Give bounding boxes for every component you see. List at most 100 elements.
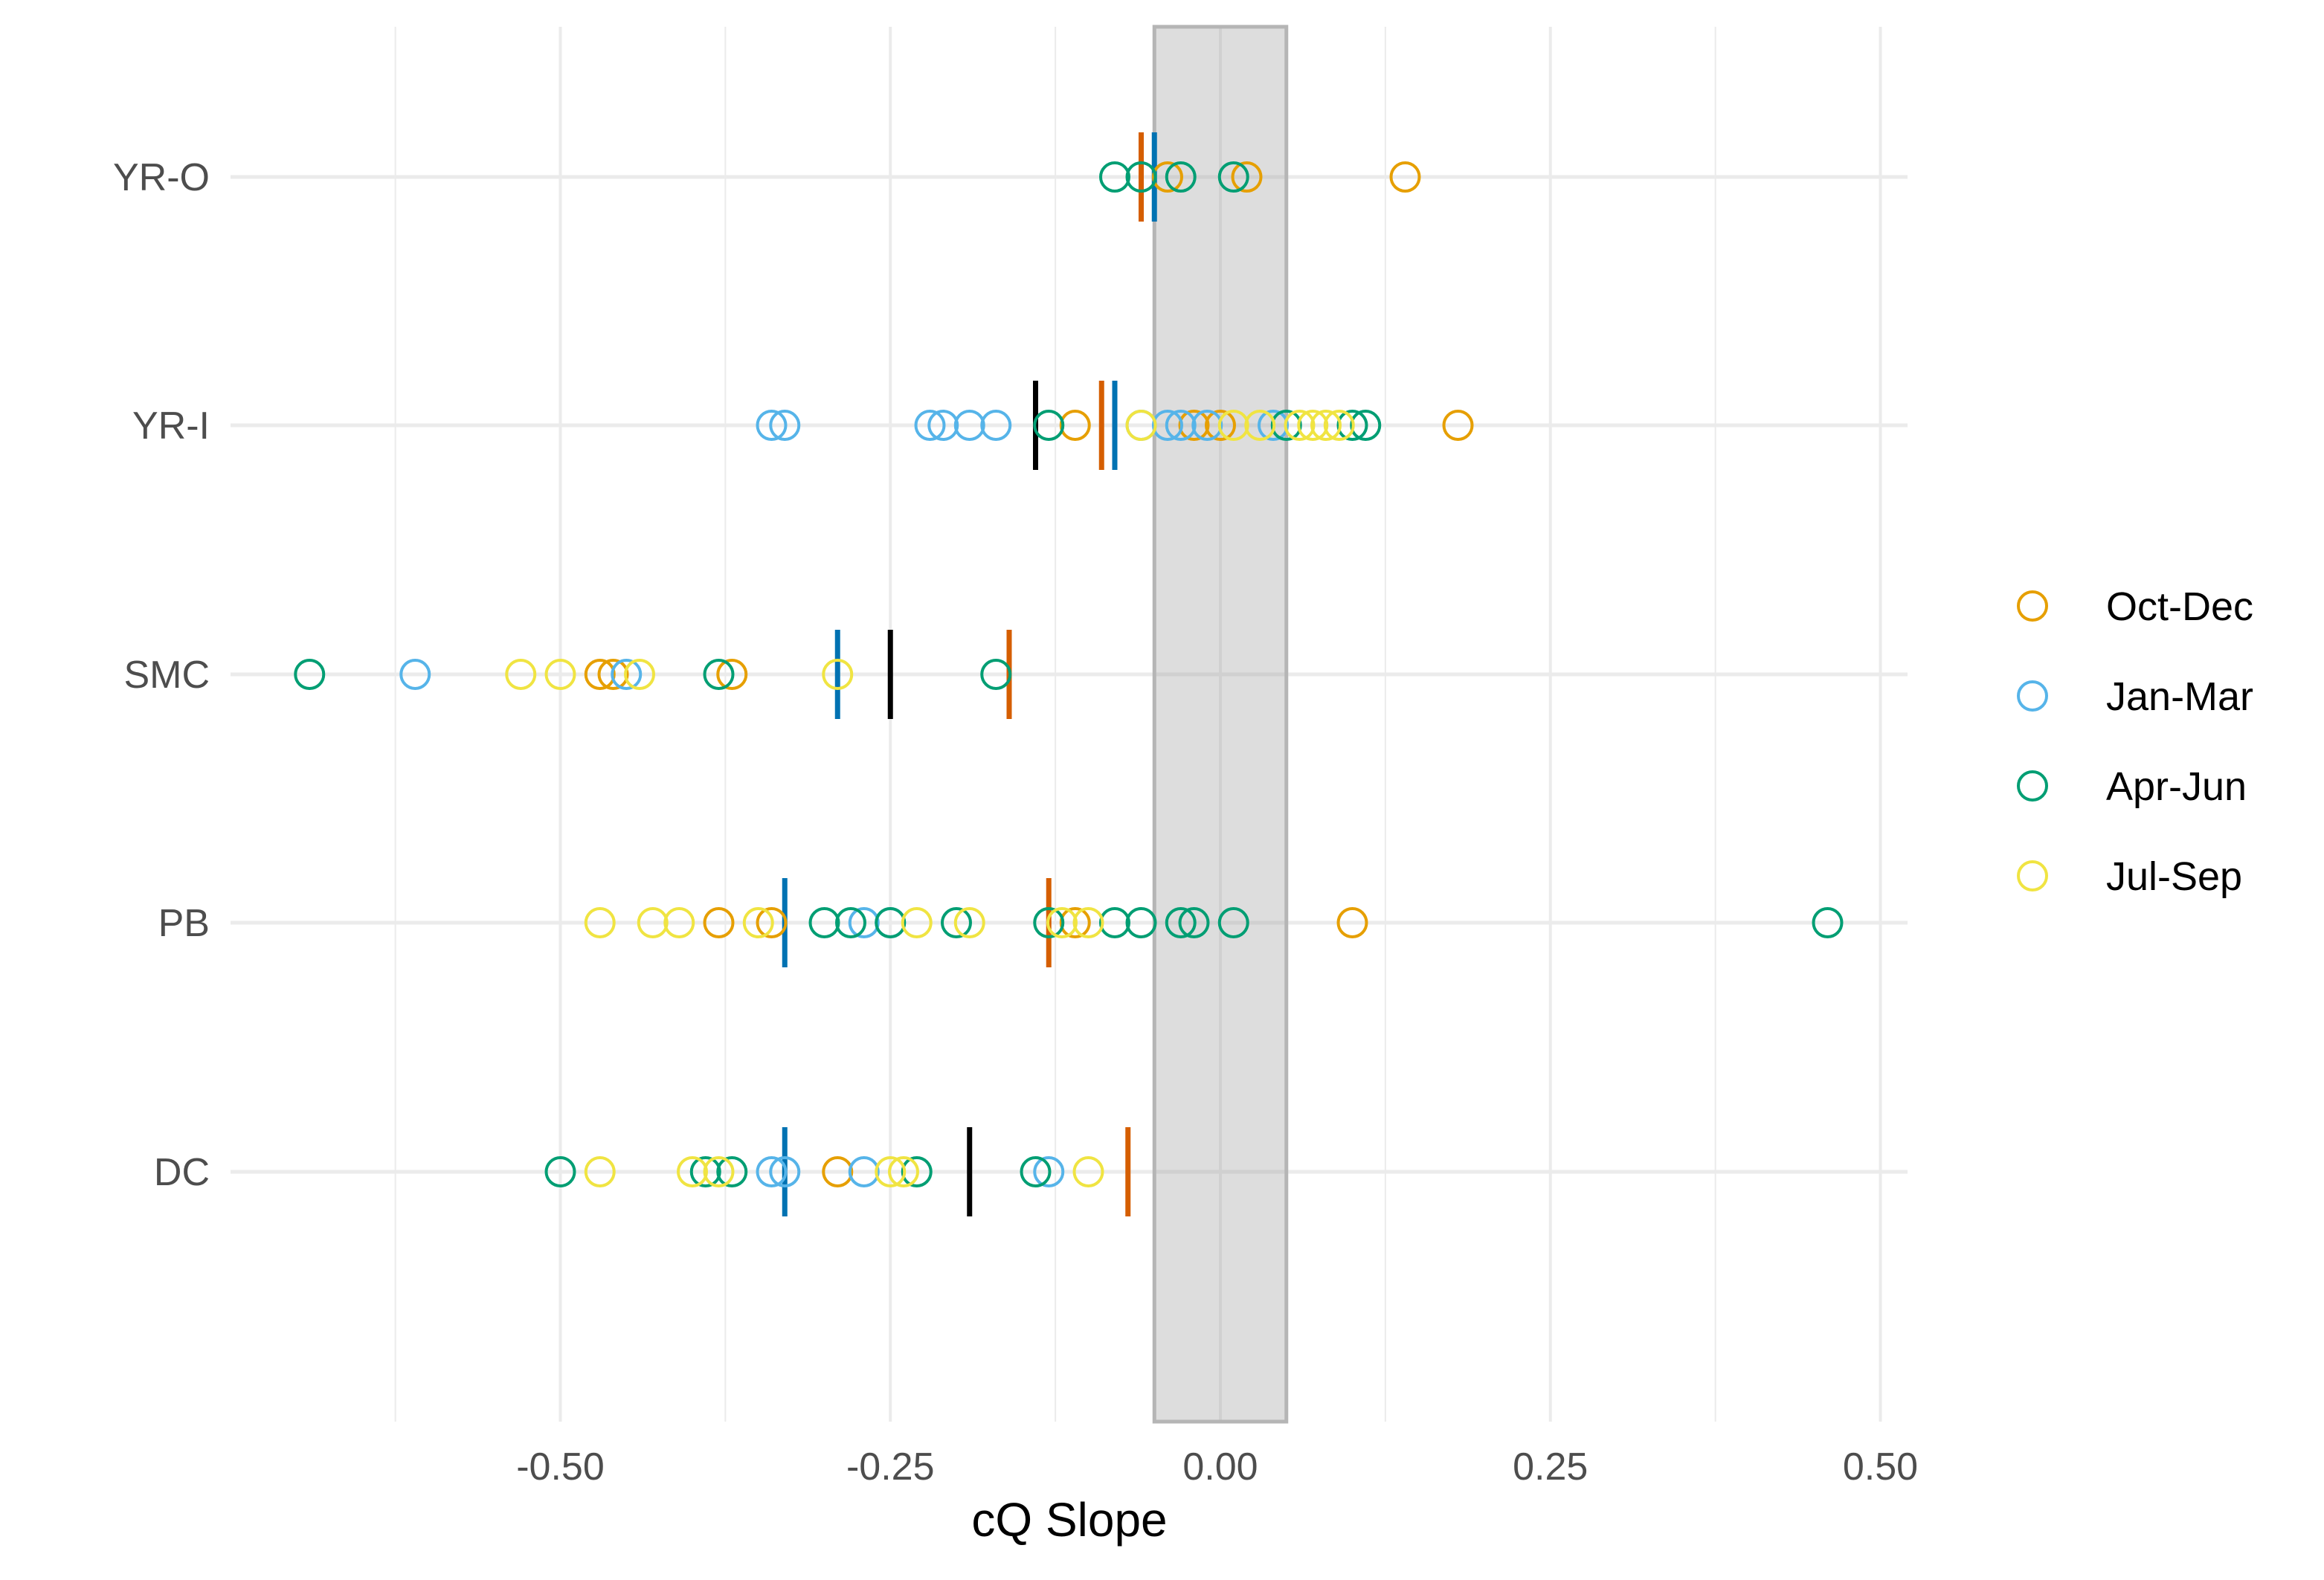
data-point [1217,410,1249,441]
legend-item: Jul-Sep [2017,854,2242,899]
data-point [875,1156,907,1187]
data-point [756,907,788,938]
data-point [611,659,643,690]
data-point [756,1156,788,1187]
data-point [756,410,788,441]
data-point [1165,161,1197,193]
legend-swatch [2017,680,2048,712]
minor-gridlines [394,27,1716,1422]
data-point [1389,161,1421,193]
data-point [1125,161,1157,193]
major-gridlines [231,27,1908,1422]
data-point [835,907,866,938]
data-point [703,907,735,938]
data-point [901,907,933,938]
data-point [1033,1156,1065,1187]
data-point [1059,410,1091,441]
data-point [848,907,880,938]
data-point [505,659,537,690]
data-point [584,659,616,690]
data-point [584,907,616,938]
data-point [1152,161,1183,193]
data-point [1072,907,1104,938]
x-axis-title: cQ Slope [971,1493,1167,1547]
data-point [848,1156,880,1187]
data-point [1323,410,1355,441]
data-points [294,161,1844,1187]
data-point [1442,410,1474,441]
data-point [584,1156,616,1187]
y-tick-label: YR-I [132,404,210,448]
data-point [980,659,1012,690]
data-point [1125,410,1157,441]
legend-item: Apr-Jun [2017,764,2247,809]
legend-swatch [2017,590,2048,622]
data-point [914,410,946,441]
data-point [663,907,695,938]
x-tick-label: -0.50 [516,1445,605,1489]
data-point [1033,907,1065,938]
data-point [624,659,655,690]
data-point [1165,907,1197,938]
data-point [901,1156,933,1187]
data-point [1059,907,1091,938]
y-tick-label: PB [158,902,210,945]
data-point [927,410,959,441]
y-tick-label: SMC [123,654,210,697]
data-point [677,1156,708,1187]
data-point [637,907,669,938]
data-point [822,1156,854,1187]
data-point [1046,907,1078,938]
data-point [544,1156,576,1187]
x-tick-label: 0.00 [1182,1445,1258,1489]
data-point [980,410,1012,441]
legend-label: Apr-Jun [2106,764,2247,809]
data-point [1284,410,1316,441]
data-point [1270,410,1302,441]
data-point [1178,410,1210,441]
x-tick-labels: -0.50 -0.25 0.00 0.25 0.50 [516,1445,1918,1489]
data-point [1020,1156,1052,1187]
data-point [1178,907,1210,938]
data-point [808,907,840,938]
data-point [888,1156,919,1187]
data-point [1258,410,1289,441]
data-point [1191,410,1223,441]
legend-swatch [2017,770,2048,802]
data-point [953,410,985,441]
data-point [822,659,854,690]
data-point [742,907,774,938]
legend-label: Jan-Mar [2106,674,2253,719]
data-point [1812,907,1844,938]
x-tick-label: 0.25 [1513,1445,1588,1489]
y-tick-label: DC [154,1151,210,1194]
data-point [1125,907,1157,938]
data-point [953,907,985,938]
x-tick-label: -0.25 [846,1445,935,1489]
data-point [703,659,735,690]
data-point [1336,410,1368,441]
data-point [1072,1156,1104,1187]
x-tick-label: 0.50 [1843,1445,1918,1489]
data-point [1217,161,1249,193]
data-point [1165,410,1197,441]
legend-item: Jan-Mar [2017,674,2253,719]
legend-swatch [2017,860,2048,891]
y-tick-labels: YR-O YR-I SMC PB DC [113,156,210,1194]
legend-label: Jul-Sep [2106,854,2242,899]
data-point [716,1156,748,1187]
data-point [1310,410,1342,441]
data-point [544,659,576,690]
data-point [875,907,907,938]
data-point [1205,410,1236,441]
data-point [1099,907,1130,938]
data-point [399,659,431,690]
data-point [294,659,326,690]
y-tick-label: YR-O [113,156,210,199]
data-point [1231,161,1263,193]
data-point [1033,410,1065,441]
legend-label: Oct-Dec [2106,584,2253,629]
data-point [1336,907,1368,938]
data-point [1152,410,1183,441]
data-point [941,907,972,938]
